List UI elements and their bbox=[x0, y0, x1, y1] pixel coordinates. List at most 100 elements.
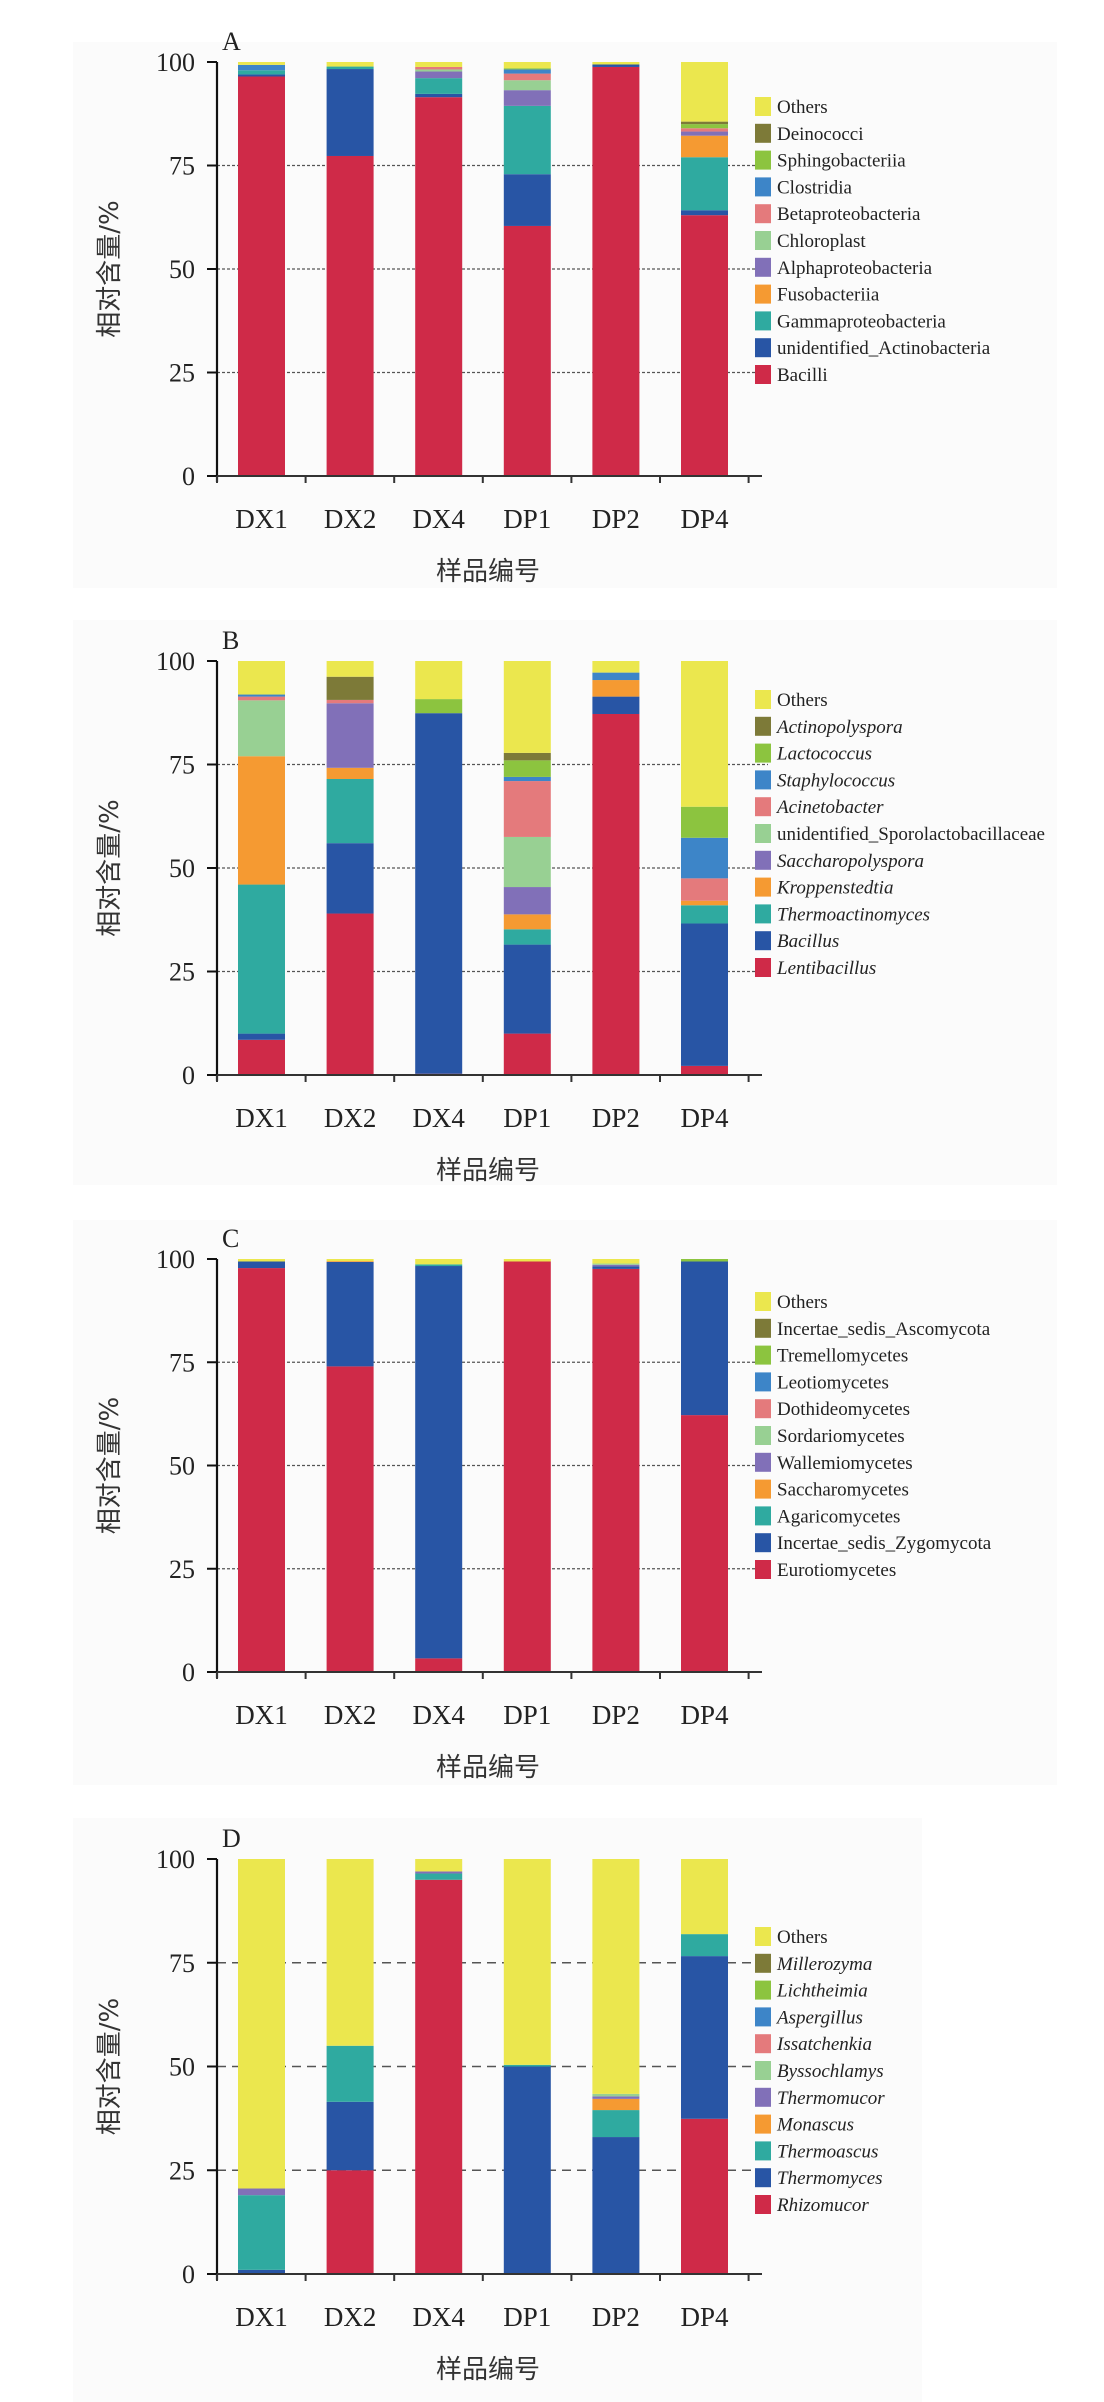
panel-b-y-tick-label: 25 bbox=[169, 958, 195, 987]
panel-c-legend-label: Agaricomycetes bbox=[777, 1506, 900, 1527]
panel-b-bar-segment bbox=[238, 696, 285, 701]
panel-a-legend-swatch bbox=[755, 97, 771, 116]
panel-a-bar-segment bbox=[503, 225, 551, 476]
panel-b-legend-label: Staphylococcus bbox=[777, 770, 895, 791]
panel-c-x-tick-label: DP4 bbox=[680, 1700, 729, 1730]
panel-c-bar-segment bbox=[326, 1261, 374, 1367]
panel-a-bar-segment bbox=[503, 68, 551, 70]
panel-b-bar-segment bbox=[503, 776, 551, 782]
panel-b-bar-segment bbox=[238, 884, 285, 1034]
panel-b bbox=[73, 620, 1057, 1185]
panel-c-bar-segment bbox=[503, 1261, 551, 1672]
panel-c-legend-swatch bbox=[755, 1506, 771, 1526]
panel-b-bar-segment bbox=[326, 699, 374, 704]
panel-a-bar-segment bbox=[681, 157, 728, 211]
panel-c-x-tick-label: DX1 bbox=[235, 1700, 288, 1730]
panel-d-y-axis-title: 相对含量/% bbox=[95, 1998, 125, 2135]
panel-a-x-tick-label: DX1 bbox=[235, 504, 288, 534]
panel-d-bar-segment bbox=[592, 2137, 640, 2274]
panel-c-y-tick-label: 75 bbox=[169, 1348, 195, 1377]
panel-b-bar-segment bbox=[503, 887, 551, 915]
panel-b-bar-segment bbox=[503, 944, 551, 1034]
panel-d-legend-label: Others bbox=[777, 1927, 828, 1948]
panel-c-y-tick-label: 100 bbox=[156, 1245, 195, 1274]
panel-a-legend-swatch bbox=[755, 150, 771, 170]
panel-b-bar-segment bbox=[503, 781, 551, 837]
panel-a-legend-label: Deinococci bbox=[777, 124, 864, 145]
panel-c-bar-segment bbox=[238, 1259, 285, 1262]
panel-c-legend-swatch bbox=[755, 1426, 771, 1445]
panel-b-legend-label: Thermoactinomyces bbox=[777, 904, 930, 925]
panel-b-x-axis-title: 样品编号 bbox=[436, 1156, 540, 1186]
panel-d-legend-swatch bbox=[755, 2007, 771, 2027]
panel-d-legend-swatch bbox=[755, 2195, 771, 2214]
panel-d-legend-swatch bbox=[755, 2061, 771, 2080]
panel-c-bar-segment bbox=[592, 1259, 640, 1264]
panel-c-legend-swatch bbox=[755, 1560, 771, 1579]
panel-c-y-axis-title: 相对含量/% bbox=[95, 1397, 125, 1534]
panel-b-bar-segment bbox=[503, 760, 551, 777]
panel-a-bar-segment bbox=[503, 90, 551, 106]
panel-d-y-tick-label: 75 bbox=[169, 1949, 195, 1978]
panel-a-y-tick-label: 0 bbox=[182, 462, 195, 491]
panel-d-bar-segment bbox=[503, 2066, 551, 2274]
panel-d-y-tick-label: 100 bbox=[156, 1845, 195, 1874]
panel-b-bar-segment bbox=[503, 914, 551, 930]
panel-d-x-tick-label: DP1 bbox=[503, 2302, 551, 2332]
panel-b-bar-segment bbox=[326, 767, 374, 779]
panel-b-y-tick-label: 50 bbox=[169, 854, 195, 883]
panel-b-bar-segment bbox=[592, 672, 640, 681]
panel-c-legend-label: Incertae_sedis_Zygomycota bbox=[777, 1533, 992, 1554]
panel-b-bar-segment bbox=[326, 843, 374, 914]
panel-a-legend-swatch bbox=[755, 177, 771, 197]
panel-c-bar-segment bbox=[238, 1261, 285, 1269]
panel-d-bar-segment bbox=[503, 2064, 551, 2067]
panel-a-bar-segment bbox=[503, 69, 551, 74]
panel-b-legend-swatch bbox=[755, 877, 771, 897]
panel-a-legend-label: Others bbox=[777, 97, 828, 118]
panel-d-legend-label: Issatchenkia bbox=[776, 2034, 872, 2055]
panel-a-bar-segment bbox=[681, 121, 728, 125]
panel-a-bar-segment bbox=[238, 62, 285, 65]
panel-b-y-axis-title: 相对含量/% bbox=[95, 799, 125, 936]
panel-b-bar-segment bbox=[592, 680, 640, 697]
panel-b-legend-label: Others bbox=[777, 690, 828, 711]
panel-b-bar-segment bbox=[238, 661, 285, 695]
panel-a-bar-segment bbox=[681, 135, 728, 158]
panel-a-bar-segment bbox=[503, 105, 551, 175]
panel-d-bar-segment bbox=[681, 1934, 728, 1957]
panel-c-bar-segment bbox=[592, 1264, 640, 1267]
panel-b-bar-segment bbox=[238, 1039, 285, 1075]
panel-c-bar-segment bbox=[592, 1266, 640, 1269]
panel-c-legend-swatch bbox=[755, 1533, 771, 1553]
panel-b-bar-segment bbox=[503, 752, 551, 761]
panel-d bbox=[73, 1818, 922, 2402]
panel-d-y-tick-label: 25 bbox=[169, 2156, 195, 2185]
panel-a-bar-segment bbox=[681, 131, 728, 136]
panel-b-bar-segment bbox=[503, 1033, 551, 1075]
panel-d-bar-segment bbox=[415, 1859, 463, 1872]
panel-d-x-tick-label: DX4 bbox=[412, 2302, 465, 2332]
panel-a-x-tick-label: DP2 bbox=[592, 504, 640, 534]
panel-d-legend-label: Byssochlamys bbox=[777, 2061, 884, 2082]
panel-b-bar-segment bbox=[592, 713, 640, 1075]
panel-d-bar-segment bbox=[592, 2098, 640, 2111]
panel-a-legend-swatch bbox=[755, 231, 771, 250]
panel-a-legend-label: Gammaproteobacteria bbox=[777, 311, 946, 332]
panel-a-y-axis-title: 相对含量/% bbox=[95, 200, 125, 337]
panel-b-legend-label: Kroppenstedtia bbox=[776, 878, 893, 899]
panel-b-bar-segment bbox=[326, 661, 374, 677]
panel-c-bar-segment bbox=[238, 1268, 285, 1672]
panel-a-x-axis-title: 样品编号 bbox=[436, 557, 540, 587]
panel-b-bar-segment bbox=[592, 696, 640, 714]
panel-c-x-axis-title: 样品编号 bbox=[436, 1753, 540, 1783]
panel-a-bar-segment bbox=[415, 78, 463, 94]
panel-b-y-tick-label: 75 bbox=[169, 751, 195, 780]
panel-a-bar-segment bbox=[415, 66, 463, 70]
panel-c-bar-segment bbox=[415, 1264, 463, 1267]
panel-d-x-tick-label: DX2 bbox=[324, 2302, 377, 2332]
panel-b-bar-segment bbox=[681, 1065, 728, 1075]
panel-b-legend-swatch bbox=[755, 716, 771, 736]
panel-a-x-tick-label: DP1 bbox=[503, 504, 551, 534]
panel-b-y-tick-label: 100 bbox=[156, 647, 195, 676]
